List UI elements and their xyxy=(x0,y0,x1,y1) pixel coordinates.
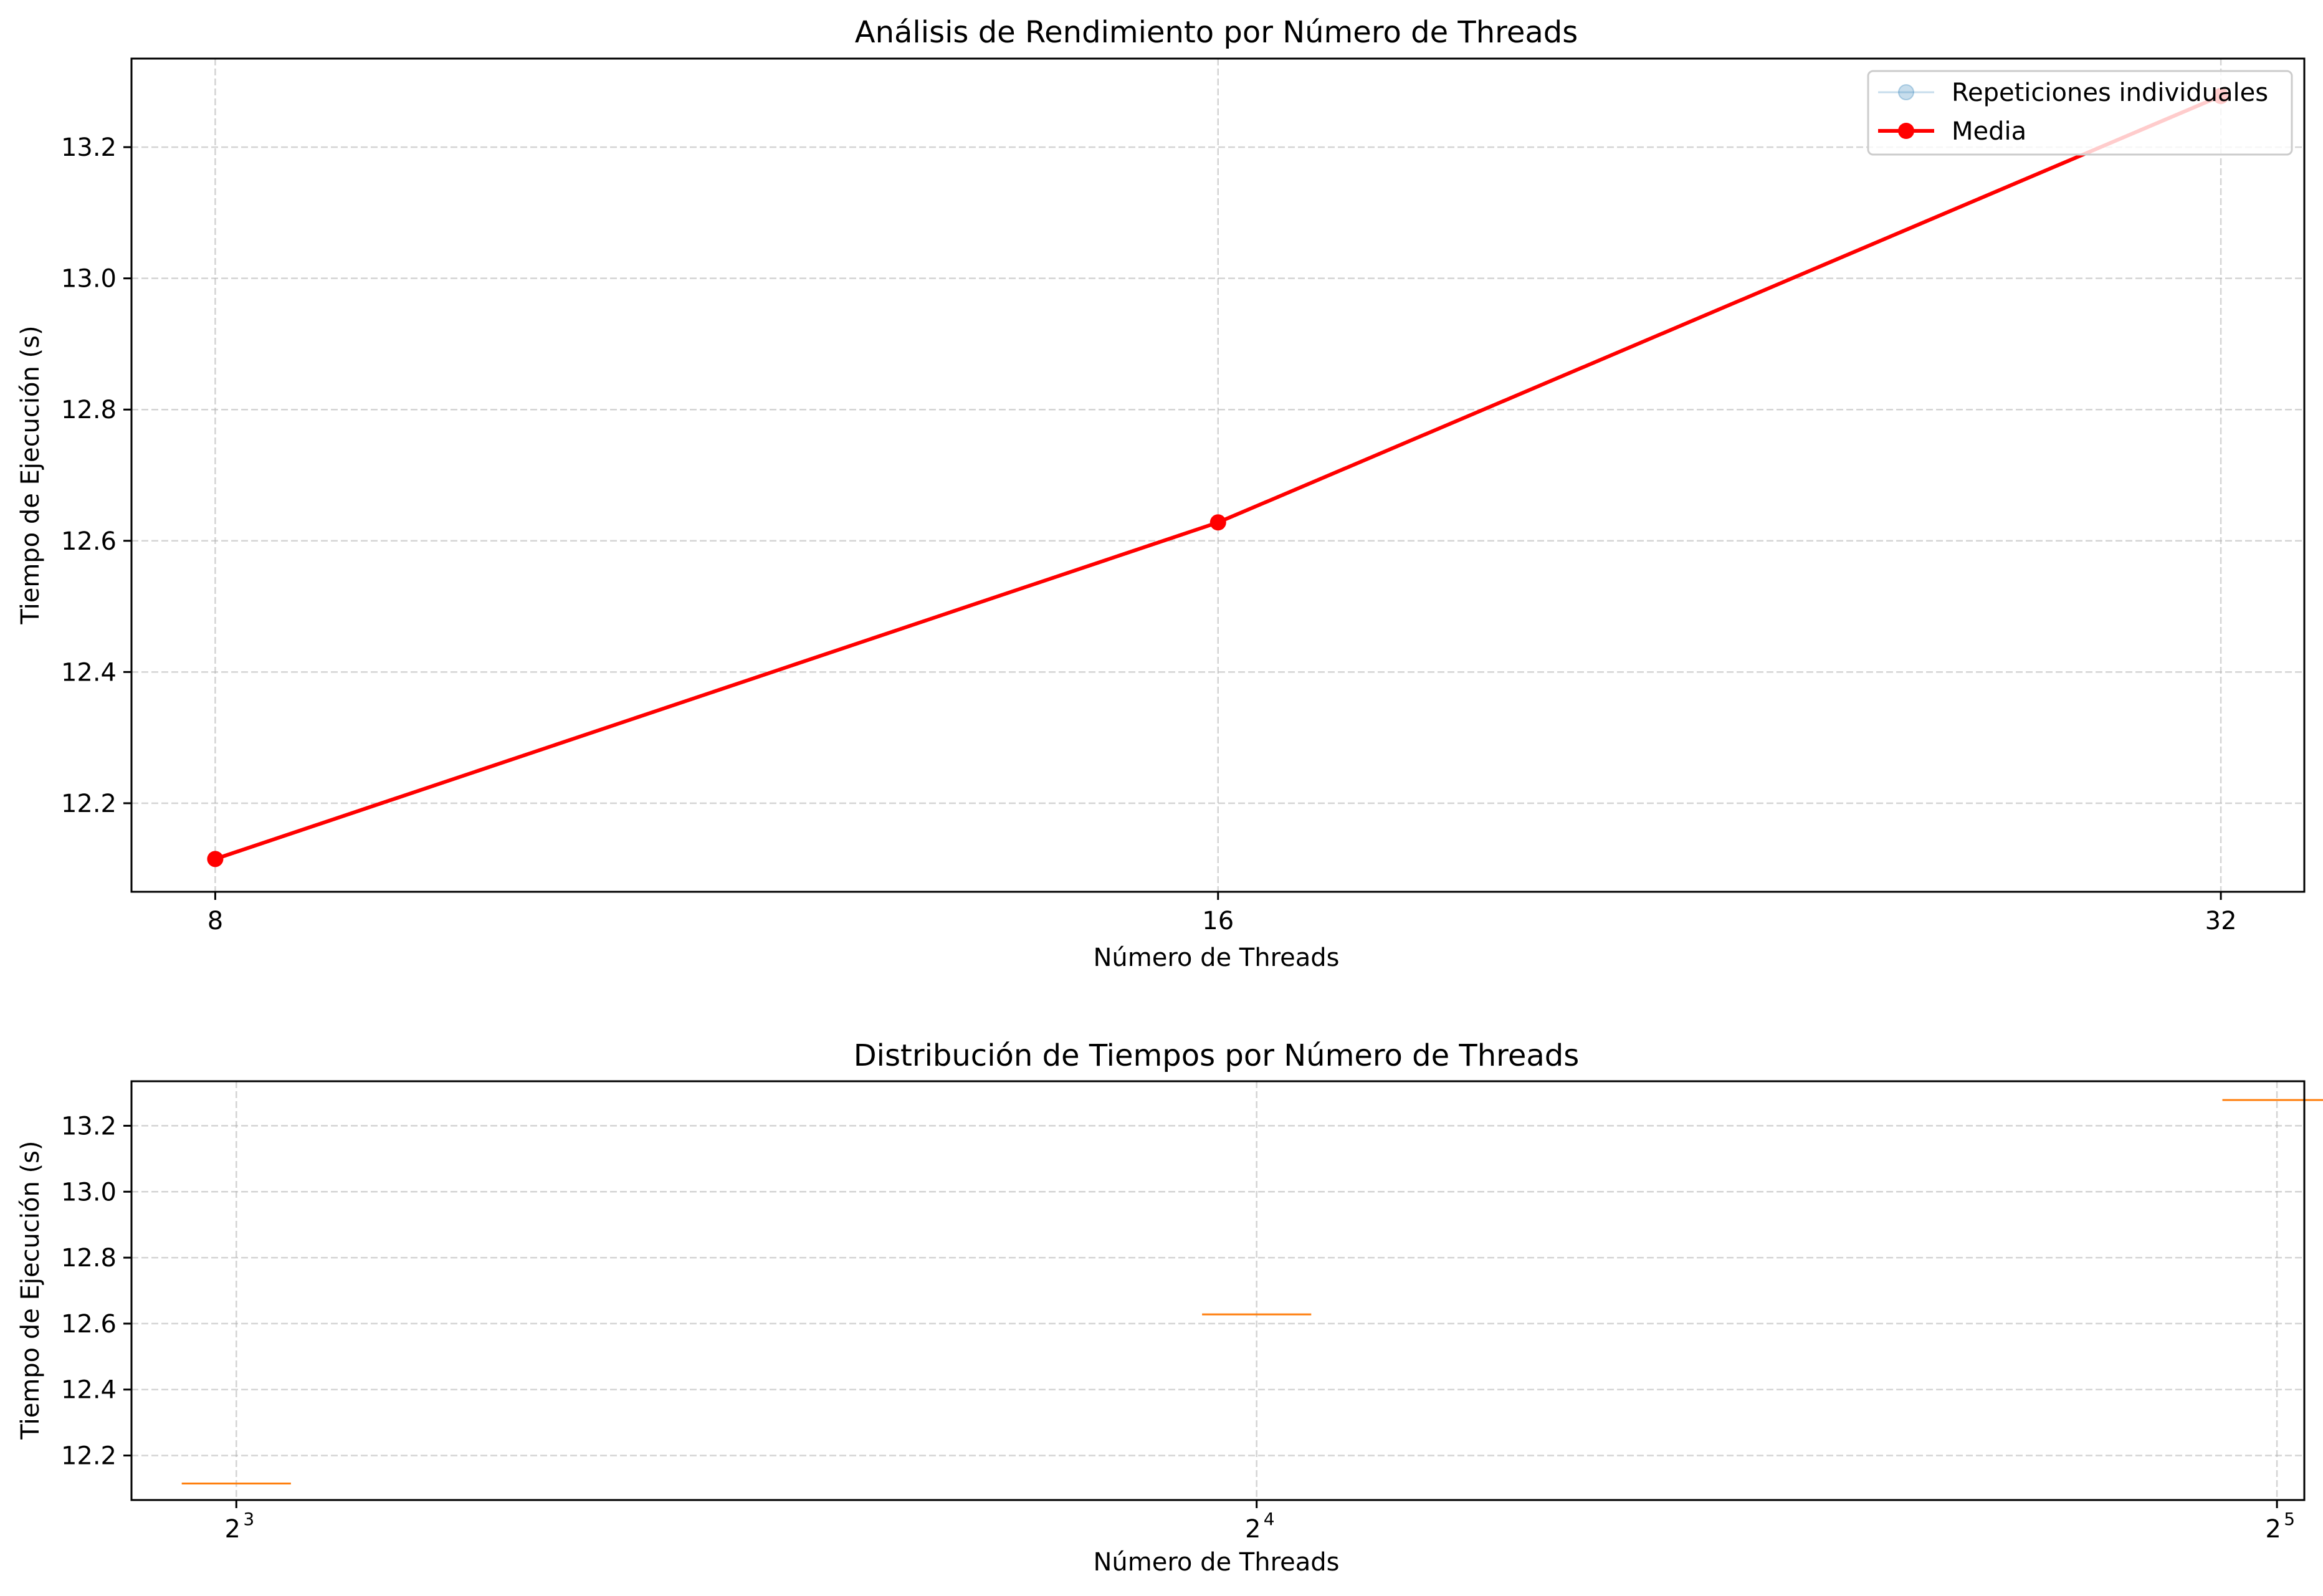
top-ytick-label: 12.4 xyxy=(61,658,117,687)
top-chart-series xyxy=(207,88,2230,867)
bottom-xtick-exponent: 5 xyxy=(2284,1509,2295,1529)
top-xtick-label: 8 xyxy=(207,907,223,935)
top-ytick-label: 12.8 xyxy=(61,396,117,424)
legend: Repeticiones individuales Media xyxy=(1867,70,2293,156)
legend-box xyxy=(1867,70,2293,156)
legend-media-marker xyxy=(1898,123,1914,139)
bottom-xtick-exponent: 3 xyxy=(243,1509,254,1529)
bottom-ytick-label: 12.2 xyxy=(61,1442,117,1471)
bottom-chart-title: Distribución de Tiempos por Número de Th… xyxy=(854,1038,1580,1073)
legend-repeticiones-label: Repeticiones individuales xyxy=(1952,79,2268,107)
top-chart-ticks: 12.2 12.4 12.6 12.8 13.0 13.2 8 16 32 xyxy=(61,133,2237,935)
bottom-chart-medians xyxy=(181,1099,2323,1485)
media-point xyxy=(1209,514,1226,531)
bottom-chart-axes-frame xyxy=(130,1080,2306,1501)
bottom-chart-grid xyxy=(131,1081,2304,1500)
bottom-xtick-label: 2 xyxy=(1245,1515,1261,1544)
bottom-chart-ylabel: Tiempo de Ejecución (s) xyxy=(16,1140,45,1440)
bottom-xtick-exponent: 4 xyxy=(1264,1509,1275,1529)
bottom-ytick-label: 13.0 xyxy=(61,1178,117,1207)
legend-media-label: Media xyxy=(1952,117,2026,146)
bottom-ytick-label: 13.2 xyxy=(61,1112,117,1140)
bottom-ytick-label: 12.8 xyxy=(61,1244,117,1273)
bottom-chart-ticks: 12.212.412.612.813.013.22 3 2 4 2 5 xyxy=(61,1112,2295,1544)
bottom-chart-xlabel: Número de Threads xyxy=(1093,1548,1339,1577)
bottom-ytick-label: 12.4 xyxy=(61,1376,117,1405)
top-chart-grid xyxy=(131,59,2304,892)
bottom-xtick-label: 2 xyxy=(2265,1515,2281,1544)
top-chart-title: Análisis de Rendimiento por Número de Th… xyxy=(855,15,1578,50)
top-xtick-label: 16 xyxy=(1202,907,1234,935)
bottom-ytick-label: 12.6 xyxy=(61,1310,117,1339)
top-xtick-label: 32 xyxy=(2205,907,2237,935)
top-ytick-label: 12.6 xyxy=(61,527,117,556)
bottom-xtick-label: 2 xyxy=(225,1515,241,1544)
distribution-box-chart: Distribución de Tiempos por Número de Th… xyxy=(16,1038,2323,1577)
top-ytick-label: 13.2 xyxy=(61,133,117,162)
top-chart-ylabel: Tiempo de Ejecución (s) xyxy=(16,325,45,624)
media-point xyxy=(207,851,224,867)
top-ytick-label: 13.0 xyxy=(61,265,117,294)
top-chart-xlabel: Número de Threads xyxy=(1093,944,1339,972)
performance-line-chart: Análisis de Rendimiento por Número de Th… xyxy=(16,15,2306,972)
top-ytick-label: 12.2 xyxy=(61,790,117,818)
legend-repeticiones-marker xyxy=(1898,84,1914,100)
